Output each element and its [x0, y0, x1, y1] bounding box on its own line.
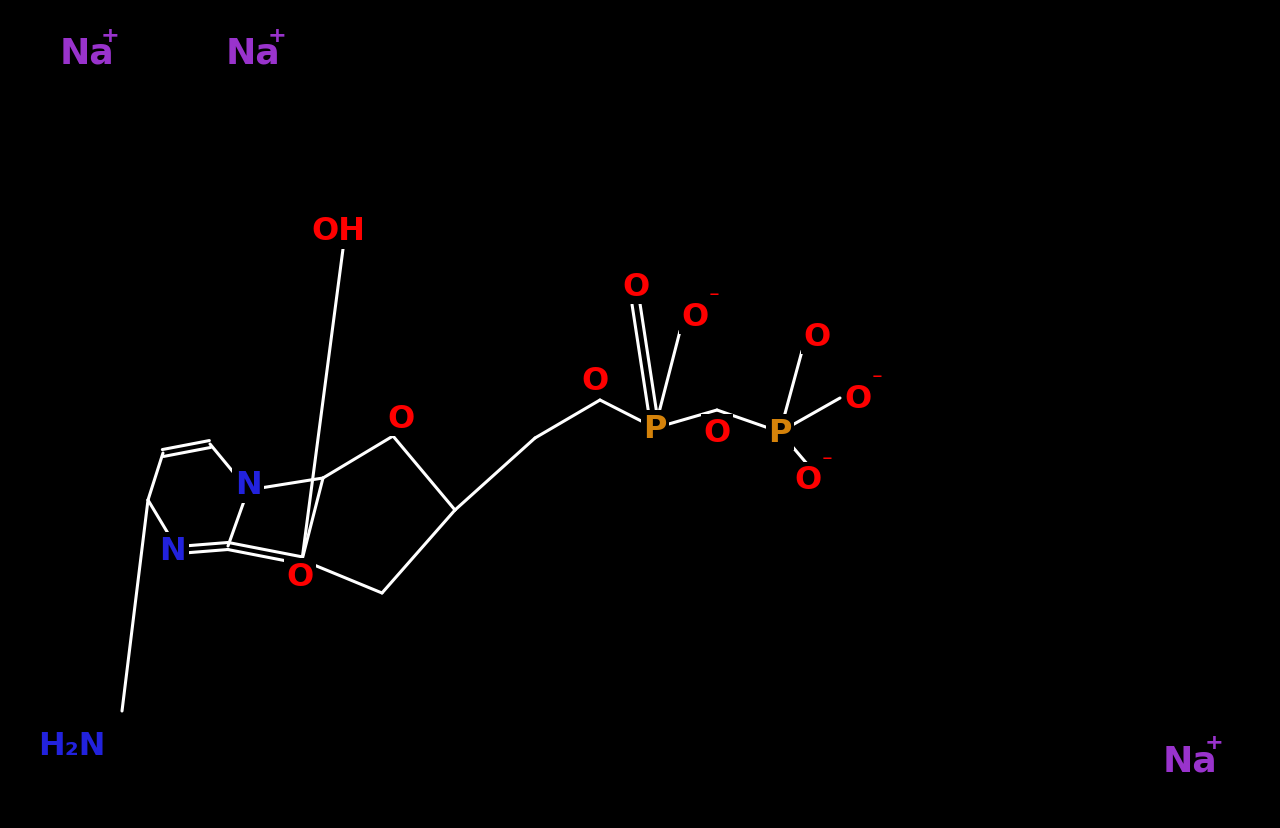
Text: O: O	[681, 301, 709, 332]
Text: O: O	[704, 417, 731, 448]
Text: ⁻: ⁻	[872, 370, 883, 390]
Text: O: O	[581, 365, 608, 396]
Text: O: O	[388, 403, 415, 434]
Text: +: +	[268, 26, 287, 46]
Text: OH: OH	[311, 216, 365, 248]
Text: Na: Na	[60, 36, 114, 71]
Text: N: N	[160, 535, 187, 566]
Text: +: +	[1204, 732, 1224, 752]
Text: Na: Na	[227, 36, 280, 71]
Text: ⁻: ⁻	[709, 288, 719, 308]
Text: H₂N: H₂N	[38, 730, 106, 762]
Text: P: P	[768, 417, 792, 448]
Text: O: O	[622, 272, 650, 302]
Text: P: P	[644, 413, 667, 444]
Text: +: +	[101, 26, 120, 46]
Text: Na: Na	[1164, 743, 1217, 777]
Text: N: N	[234, 470, 261, 501]
Text: O: O	[795, 465, 822, 496]
Text: O: O	[804, 321, 831, 352]
Text: O: O	[287, 561, 314, 592]
Text: ⁻: ⁻	[822, 452, 833, 472]
Text: O: O	[845, 383, 872, 414]
